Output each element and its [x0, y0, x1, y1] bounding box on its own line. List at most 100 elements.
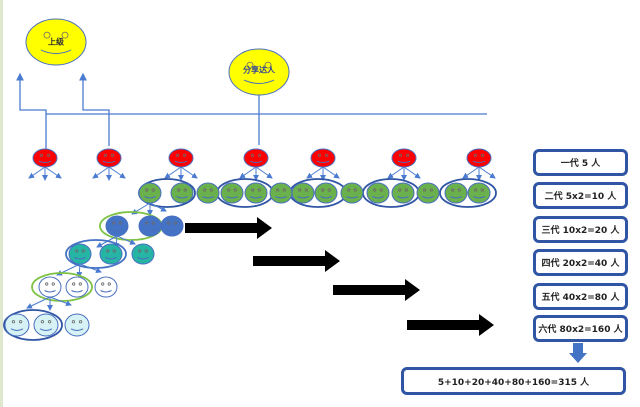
generation-box: 四代 20x2=40 人 — [533, 249, 628, 276]
gen1-face-icon — [310, 148, 336, 168]
face-outline — [340, 182, 364, 204]
face-outline — [96, 148, 122, 168]
gen2-face-icon — [170, 182, 194, 204]
face-outline — [220, 182, 244, 204]
face-outline — [467, 182, 491, 204]
face-eye — [145, 188, 149, 192]
gen6-face-icon — [4, 313, 30, 337]
branch-arrow — [164, 166, 182, 179]
face-outline — [99, 243, 123, 265]
face-outline — [243, 148, 269, 168]
gen2-face-icon — [444, 182, 468, 204]
face-outline — [4, 313, 30, 337]
face-outline — [391, 148, 417, 168]
face-smile — [70, 328, 84, 331]
face-smile — [40, 49, 72, 54]
face-eye — [251, 188, 255, 192]
face-smile — [39, 328, 53, 331]
branch-arrow — [108, 166, 126, 179]
face-eye — [474, 188, 478, 192]
face-eye — [257, 153, 262, 157]
gen2-face-icon — [269, 182, 293, 204]
face-outline — [25, 18, 87, 66]
gen6-face-icon — [64, 313, 90, 337]
face-smile — [422, 196, 434, 199]
face-eye — [71, 320, 76, 324]
gen2-face-icon — [467, 182, 491, 204]
connector-line — [79, 72, 110, 146]
face-eye — [103, 153, 108, 157]
face-outline — [168, 148, 194, 168]
face-eye — [145, 221, 149, 225]
face-eye — [353, 188, 357, 192]
face-eye — [167, 221, 171, 225]
face-outline — [244, 182, 268, 204]
face-outline — [160, 215, 184, 237]
face-smile — [397, 160, 411, 163]
face-outline — [269, 182, 293, 204]
face-outline — [33, 313, 59, 337]
branch-arrow — [239, 166, 257, 179]
face-eye — [473, 153, 477, 157]
face-eye — [398, 153, 402, 157]
face-outline — [131, 243, 155, 265]
face-smile — [74, 257, 86, 260]
face-smile — [38, 160, 52, 163]
face-smile — [137, 257, 149, 260]
gen2-face-icon — [416, 182, 440, 204]
face-smile — [176, 196, 188, 199]
face-eye — [304, 188, 308, 192]
face-smile — [249, 160, 263, 163]
face-eye — [144, 249, 148, 253]
branch-arrow — [462, 166, 480, 179]
gen1-face-icon — [466, 148, 492, 168]
down-arrow-shaft — [573, 343, 583, 353]
face-eye — [118, 221, 122, 225]
face-outline — [416, 182, 440, 204]
gen2-face-icon — [391, 182, 415, 204]
generation-box: 一代 5 人 — [533, 149, 628, 176]
face-smile — [316, 160, 330, 163]
face-eye — [39, 153, 44, 157]
face-eye — [151, 221, 155, 225]
face-smile — [102, 160, 116, 163]
down-arrow-icon — [569, 353, 587, 363]
gen5-face-icon — [65, 276, 89, 298]
gen3-face-icon — [105, 215, 129, 237]
branch-arrow — [322, 166, 340, 179]
face-eye — [327, 188, 331, 192]
face-smile — [320, 196, 332, 199]
branch-arrow — [26, 296, 51, 309]
face-eye — [405, 153, 410, 157]
face-eye — [451, 188, 455, 192]
face-eye — [227, 188, 231, 192]
black-right-arrow-icon — [407, 314, 494, 336]
sharer-label: 分享达人 — [243, 65, 275, 75]
face-eye — [61, 31, 69, 39]
gen2-face-icon — [244, 182, 268, 204]
gen4-face-icon — [99, 243, 123, 265]
branch-arrow — [306, 166, 324, 179]
face-eye — [46, 153, 51, 157]
branch-arrow — [255, 166, 273, 179]
face-smile — [450, 196, 462, 199]
face-eye — [480, 188, 484, 192]
face-outline — [64, 313, 90, 337]
sharer-face-icon — [228, 48, 290, 96]
gen4-face-icon — [68, 243, 92, 265]
face-eye — [111, 153, 115, 157]
face-eye — [298, 188, 302, 192]
face-eye — [246, 61, 254, 69]
face-eye — [233, 188, 237, 192]
face-outline — [105, 215, 129, 237]
generation-box: 二代 5x2=10 人 — [533, 182, 628, 209]
gen4-face-icon — [131, 243, 155, 265]
face-eye — [79, 320, 83, 324]
branch-arrow — [49, 296, 72, 307]
face-smile — [111, 229, 123, 232]
face-eye — [106, 249, 110, 253]
face-smile — [71, 290, 83, 293]
face-eye — [276, 188, 280, 192]
face-outline — [291, 182, 315, 204]
face-eye — [78, 282, 82, 286]
